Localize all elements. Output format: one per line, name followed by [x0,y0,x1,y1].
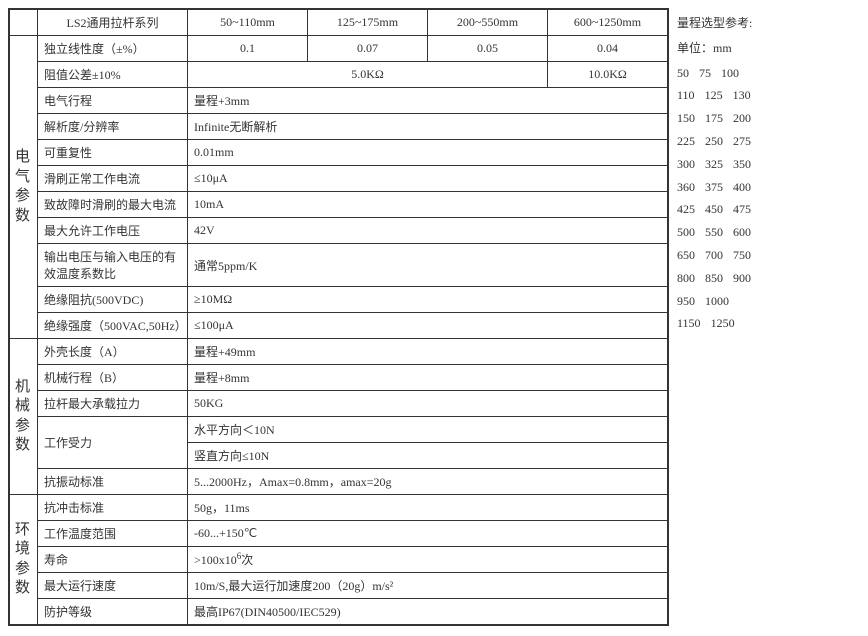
section-elec: 电气参数 [10,36,38,339]
range-option: 950 [677,290,695,313]
range-option: 400 [733,176,751,199]
range-option: 150 [677,107,695,130]
range-option: 75 [699,62,711,85]
side-title-1: 量程选型参考: [677,12,761,35]
range-option: 475 [733,198,751,221]
range-option: 550 [705,221,723,244]
label: 独立线性度（±%） [38,36,188,62]
row-res-tol: 阻值公差±10% 5.0KΩ 10.0KΩ [10,62,668,88]
row-resolution: 解析度/分辨率 Infinite无断解析 [10,114,668,140]
side-title-2: 单位：mm [677,37,761,60]
row-work-force-h: 工作受力 水平方向＜10N [10,417,668,443]
range-option: 300 [677,153,695,176]
range-selection-panel: 量程选型参考: 单位：mm 50751001101251301501752002… [669,8,761,626]
range-option: 130 [733,84,751,107]
row-vibration: 抗振动标准 5...2000Hz，Amax=0.8mm，amax=20g [10,469,668,495]
range-option: 350 [733,153,751,176]
row-shock: 环境参数 抗冲击标准 50g，11ms [10,495,668,521]
range-1: 50~110mm [188,10,308,36]
row-brush-current: 滑刷正常工作电流 ≤10μA [10,166,668,192]
row-temp-coef: 输出电压与输入电压的有效温度系数比 通常5ppm/K [10,244,668,287]
section-mech: 机械参数 [10,339,38,495]
range-option: 800 [677,267,695,290]
range-option: 600 [733,221,751,244]
row-fault-current: 致故障时滑刷的最大电流 10mA [10,192,668,218]
range-4: 600~1250mm [548,10,668,36]
range-option: 425 [677,198,695,221]
range-option: 275 [733,130,751,153]
range-option: 1250 [711,312,735,335]
range-option: 100 [721,62,739,85]
row-housing-len: 机械参数 外壳长度（A） 量程+49mm [10,339,668,365]
row-elec-travel: 电气行程 量程+3mm [10,88,668,114]
range-option: 375 [705,176,723,199]
range-option: 850 [705,267,723,290]
row-ip: 防护等级 最高IP67(DIN40500/IEC529) [10,599,668,625]
range-2: 125~175mm [308,10,428,36]
row-linearity: 电气参数 独立线性度（±%） 0.1 0.07 0.05 0.04 [10,36,668,62]
section-env: 环境参数 [10,495,38,625]
range-option: 225 [677,130,695,153]
row-max-pull: 拉杆最大承载拉力 50KG [10,391,668,417]
range-option: 1000 [705,290,729,313]
range-option: 500 [677,221,695,244]
row-temp-range: 工作温度范围 -60...+150℃ [10,521,668,547]
range-3: 200~550mm [428,10,548,36]
range-options: 50 75 100 110 125 130 150 175 200 225 250 275 300 325… [677,62,761,336]
range-option: 200 [733,107,751,130]
range-option: 50 [677,62,689,85]
series-header: LS2通用拉杆系列 [38,10,188,36]
row-life: 寿命 >100x106次 [10,547,668,573]
row-max-voltage: 最大允许工作电压 42V [10,218,668,244]
range-option: 250 [705,130,723,153]
range-option: 1150 [677,312,701,335]
range-option: 175 [705,107,723,130]
range-option: 450 [705,198,723,221]
range-option: 650 [677,244,695,267]
range-option: 750 [733,244,751,267]
range-option: 125 [705,84,723,107]
range-option: 700 [705,244,723,267]
spec-table: LS2通用拉杆系列 50~110mm 125~175mm 200~550mm 6… [8,8,669,626]
range-option: 360 [677,176,695,199]
range-option: 325 [705,153,723,176]
row-repeat: 可重复性 0.01mm [10,140,668,166]
row-mech-travel: 机械行程（B） 量程+8mm [10,365,668,391]
row-max-speed: 最大运行速度 10m/S,最大运行加速度200（20g）m/s² [10,573,668,599]
row-ins-str: 绝缘强度（500VAC,50Hz） ≤100μA [10,313,668,339]
range-option: 900 [733,267,751,290]
range-option: 110 [677,84,695,107]
header-row: LS2通用拉杆系列 50~110mm 125~175mm 200~550mm 6… [10,10,668,36]
row-ins-res: 绝缘阻抗(500VDC) ≥10MΩ [10,287,668,313]
